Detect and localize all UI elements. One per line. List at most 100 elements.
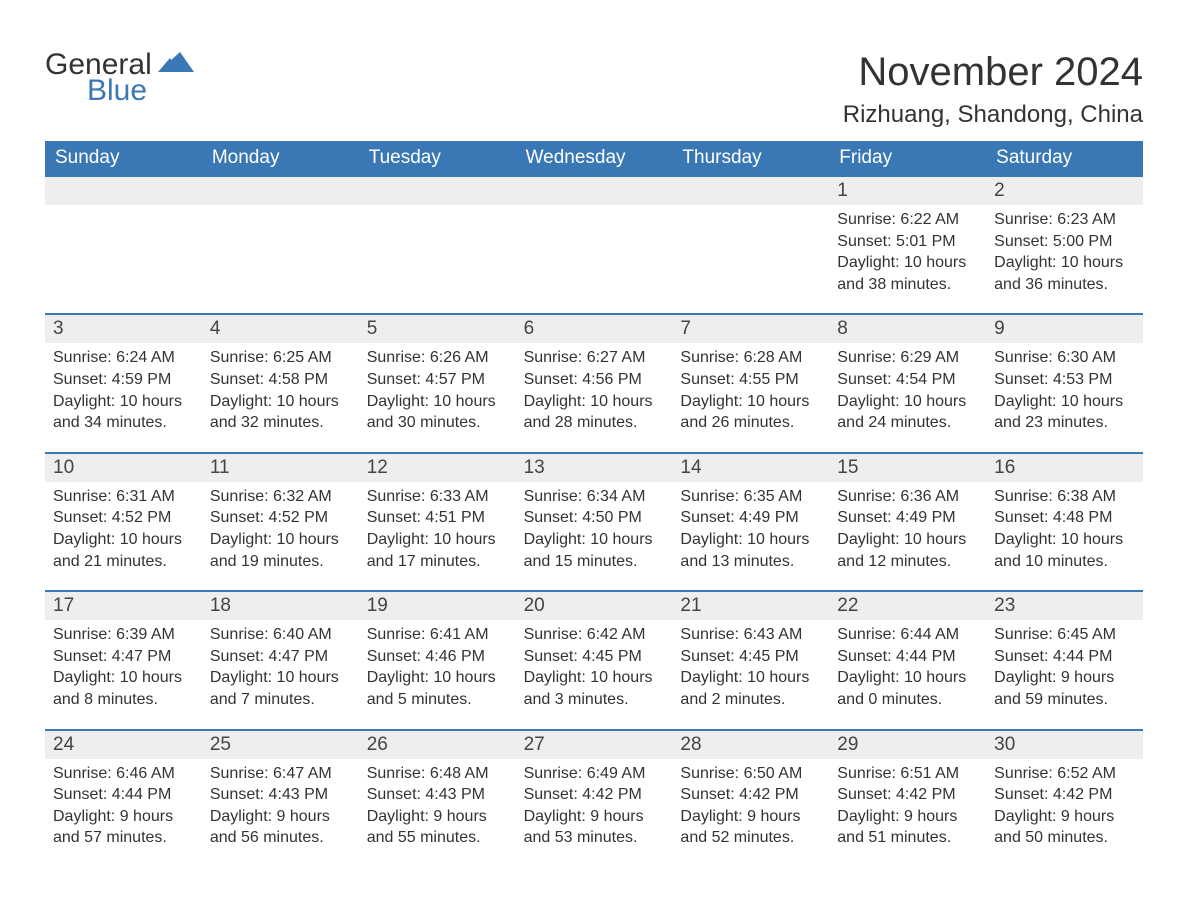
sunset-line: Sunset: 4:44 PM — [53, 784, 194, 806]
dow-header: Monday — [202, 141, 359, 175]
daylight-line: Daylight: 9 hours and 56 minutes. — [210, 806, 351, 849]
day-body: Sunrise: 6:46 AMSunset: 4:44 PMDaylight:… — [45, 759, 202, 849]
day-body: Sunrise: 6:25 AMSunset: 4:58 PMDaylight:… — [202, 343, 359, 433]
daylight-line: Daylight: 10 hours and 0 minutes. — [837, 667, 978, 710]
daylight-line: Daylight: 10 hours and 2 minutes. — [680, 667, 821, 710]
daylight-line: Daylight: 10 hours and 19 minutes. — [210, 529, 351, 572]
day-body: Sunrise: 6:39 AMSunset: 4:47 PMDaylight:… — [45, 620, 202, 710]
sunset-line: Sunset: 4:47 PM — [210, 646, 351, 668]
daylight-line: Daylight: 10 hours and 34 minutes. — [53, 391, 194, 434]
day-body: Sunrise: 6:47 AMSunset: 4:43 PMDaylight:… — [202, 759, 359, 849]
sunset-line: Sunset: 4:50 PM — [524, 507, 665, 529]
daylight-line: Daylight: 10 hours and 32 minutes. — [210, 391, 351, 434]
day-body: Sunrise: 6:29 AMSunset: 4:54 PMDaylight:… — [829, 343, 986, 433]
daylight-line: Daylight: 10 hours and 10 minutes. — [994, 529, 1135, 572]
sunrise-line: Sunrise: 6:51 AM — [837, 763, 978, 785]
empty-day-cell — [672, 175, 829, 313]
empty-day-cell — [516, 175, 673, 313]
day-number: 7 — [672, 313, 829, 343]
sunset-line: Sunset: 4:55 PM — [680, 369, 821, 391]
flag-icon — [158, 50, 194, 77]
daylight-line: Daylight: 10 hours and 13 minutes. — [680, 529, 821, 572]
location-subtitle: Rizhuang, Shandong, China — [843, 101, 1143, 129]
sunset-line: Sunset: 4:45 PM — [680, 646, 821, 668]
daylight-line: Daylight: 10 hours and 28 minutes. — [524, 391, 665, 434]
sunset-line: Sunset: 4:52 PM — [210, 507, 351, 529]
day-body: Sunrise: 6:44 AMSunset: 4:44 PMDaylight:… — [829, 620, 986, 710]
daylight-line: Daylight: 9 hours and 55 minutes. — [367, 806, 508, 849]
day-number: 6 — [516, 313, 673, 343]
daylight-line: Daylight: 10 hours and 5 minutes. — [367, 667, 508, 710]
day-cell: 29Sunrise: 6:51 AMSunset: 4:42 PMDayligh… — [829, 729, 986, 867]
empty-day-cell — [45, 175, 202, 313]
day-body: Sunrise: 6:26 AMSunset: 4:57 PMDaylight:… — [359, 343, 516, 433]
day-cell: 21Sunrise: 6:43 AMSunset: 4:45 PMDayligh… — [672, 590, 829, 728]
day-cell: 6Sunrise: 6:27 AMSunset: 4:56 PMDaylight… — [516, 313, 673, 451]
day-number: 27 — [516, 729, 673, 759]
sunset-line: Sunset: 4:43 PM — [210, 784, 351, 806]
day-cell: 18Sunrise: 6:40 AMSunset: 4:47 PMDayligh… — [202, 590, 359, 728]
day-body: Sunrise: 6:33 AMSunset: 4:51 PMDaylight:… — [359, 482, 516, 572]
daylight-line: Daylight: 10 hours and 7 minutes. — [210, 667, 351, 710]
day-number: 18 — [202, 590, 359, 620]
day-number-row — [359, 175, 516, 205]
sunset-line: Sunset: 4:48 PM — [994, 507, 1135, 529]
day-cell: 3Sunrise: 6:24 AMSunset: 4:59 PMDaylight… — [45, 313, 202, 451]
daylight-line: Daylight: 10 hours and 24 minutes. — [837, 391, 978, 434]
sunrise-line: Sunrise: 6:41 AM — [367, 624, 508, 646]
day-cell: 9Sunrise: 6:30 AMSunset: 4:53 PMDaylight… — [986, 313, 1143, 451]
sunset-line: Sunset: 4:49 PM — [680, 507, 821, 529]
sunrise-line: Sunrise: 6:50 AM — [680, 763, 821, 785]
daylight-line: Daylight: 10 hours and 30 minutes. — [367, 391, 508, 434]
day-cell: 11Sunrise: 6:32 AMSunset: 4:52 PMDayligh… — [202, 452, 359, 590]
sunset-line: Sunset: 4:49 PM — [837, 507, 978, 529]
sunrise-line: Sunrise: 6:34 AM — [524, 486, 665, 508]
sunrise-line: Sunrise: 6:27 AM — [524, 347, 665, 369]
day-body: Sunrise: 6:24 AMSunset: 4:59 PMDaylight:… — [45, 343, 202, 433]
sunrise-line: Sunrise: 6:23 AM — [994, 209, 1135, 231]
day-number: 25 — [202, 729, 359, 759]
daylight-line: Daylight: 10 hours and 38 minutes. — [837, 252, 978, 295]
sunrise-line: Sunrise: 6:48 AM — [367, 763, 508, 785]
daylight-line: Daylight: 10 hours and 26 minutes. — [680, 391, 821, 434]
sunrise-line: Sunrise: 6:42 AM — [524, 624, 665, 646]
sunset-line: Sunset: 4:42 PM — [994, 784, 1135, 806]
day-body: Sunrise: 6:42 AMSunset: 4:45 PMDaylight:… — [516, 620, 673, 710]
day-cell: 27Sunrise: 6:49 AMSunset: 4:42 PMDayligh… — [516, 729, 673, 867]
sunrise-line: Sunrise: 6:29 AM — [837, 347, 978, 369]
day-cell: 19Sunrise: 6:41 AMSunset: 4:46 PMDayligh… — [359, 590, 516, 728]
empty-day-cell — [202, 175, 359, 313]
day-body: Sunrise: 6:38 AMSunset: 4:48 PMDaylight:… — [986, 482, 1143, 572]
day-cell: 15Sunrise: 6:36 AMSunset: 4:49 PMDayligh… — [829, 452, 986, 590]
sunrise-line: Sunrise: 6:38 AM — [994, 486, 1135, 508]
daylight-line: Daylight: 9 hours and 52 minutes. — [680, 806, 821, 849]
day-number: 4 — [202, 313, 359, 343]
day-body: Sunrise: 6:43 AMSunset: 4:45 PMDaylight:… — [672, 620, 829, 710]
day-body: Sunrise: 6:27 AMSunset: 4:56 PMDaylight:… — [516, 343, 673, 433]
day-number: 14 — [672, 452, 829, 482]
day-number: 10 — [45, 452, 202, 482]
day-number: 23 — [986, 590, 1143, 620]
day-cell: 20Sunrise: 6:42 AMSunset: 4:45 PMDayligh… — [516, 590, 673, 728]
dow-header: Thursday — [672, 141, 829, 175]
day-cell: 30Sunrise: 6:52 AMSunset: 4:42 PMDayligh… — [986, 729, 1143, 867]
sunrise-line: Sunrise: 6:47 AM — [210, 763, 351, 785]
daylight-line: Daylight: 9 hours and 57 minutes. — [53, 806, 194, 849]
day-body: Sunrise: 6:49 AMSunset: 4:42 PMDaylight:… — [516, 759, 673, 849]
day-cell: 13Sunrise: 6:34 AMSunset: 4:50 PMDayligh… — [516, 452, 673, 590]
day-number: 16 — [986, 452, 1143, 482]
logo-text-blue: Blue — [87, 76, 194, 106]
sunset-line: Sunset: 4:57 PM — [367, 369, 508, 391]
page-header: General Blue November 2024 Rizhuang, Sha… — [45, 50, 1143, 129]
day-cell: 16Sunrise: 6:38 AMSunset: 4:48 PMDayligh… — [986, 452, 1143, 590]
day-body: Sunrise: 6:45 AMSunset: 4:44 PMDaylight:… — [986, 620, 1143, 710]
sunset-line: Sunset: 4:53 PM — [994, 369, 1135, 391]
sunset-line: Sunset: 4:46 PM — [367, 646, 508, 668]
sunset-line: Sunset: 5:01 PM — [837, 231, 978, 253]
logo-text-block: General Blue — [45, 50, 194, 106]
day-cell: 26Sunrise: 6:48 AMSunset: 4:43 PMDayligh… — [359, 729, 516, 867]
day-body: Sunrise: 6:50 AMSunset: 4:42 PMDaylight:… — [672, 759, 829, 849]
day-body: Sunrise: 6:32 AMSunset: 4:52 PMDaylight:… — [202, 482, 359, 572]
day-number: 29 — [829, 729, 986, 759]
sunset-line: Sunset: 4:59 PM — [53, 369, 194, 391]
